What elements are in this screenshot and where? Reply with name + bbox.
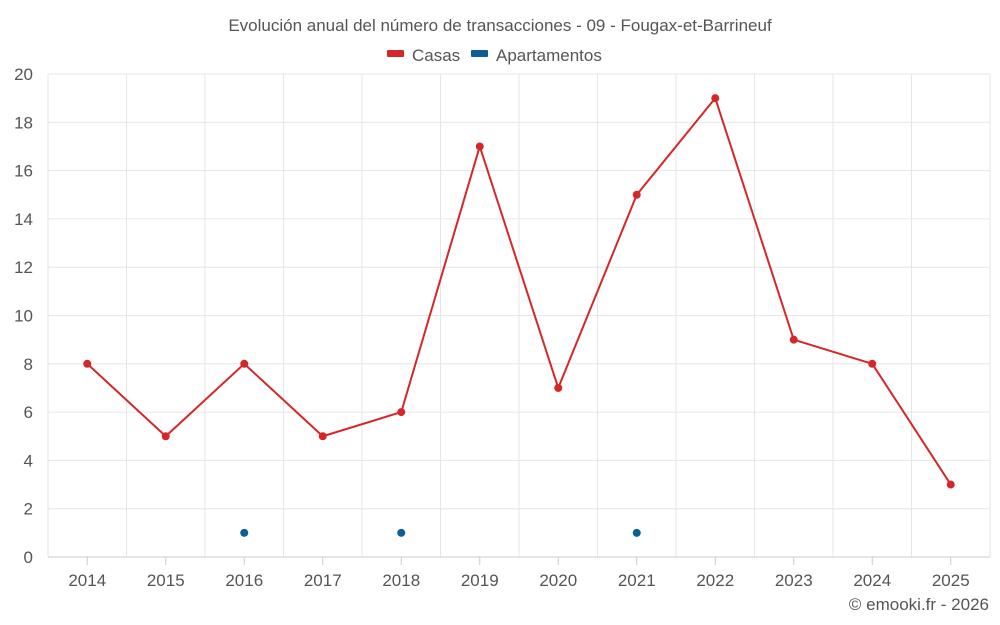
legend-label-apartamentos: Apartamentos bbox=[496, 46, 602, 65]
axes: 0 2 4 6 8 10 12 14 16 18 20 2014 2015 2016 2017 2018 201… bbox=[14, 65, 990, 590]
series bbox=[83, 94, 955, 537]
y-tick-label: 12 bbox=[14, 258, 33, 277]
data-point-casas-2016[interactable] bbox=[240, 359, 249, 368]
x-tick-label: 2017 bbox=[304, 571, 342, 590]
data-point-apartamentos-2018[interactable] bbox=[397, 528, 406, 537]
x-tick-label: 2024 bbox=[853, 571, 891, 590]
y-tick-label: 0 bbox=[24, 548, 33, 567]
y-tick-label: 8 bbox=[24, 355, 33, 374]
data-point-casas-2023[interactable] bbox=[789, 335, 798, 344]
data-point-casas-2025[interactable] bbox=[946, 480, 955, 489]
y-tick-label: 6 bbox=[24, 403, 33, 422]
x-tick-label: 2020 bbox=[539, 571, 577, 590]
legend[interactable]: Casas Apartamentos bbox=[387, 46, 602, 65]
data-point-apartamentos-2016[interactable] bbox=[240, 528, 249, 537]
data-point-casas-2022[interactable] bbox=[711, 94, 720, 103]
legend-label-casas: Casas bbox=[412, 46, 460, 65]
x-tick-label: 2015 bbox=[147, 571, 185, 590]
y-tick-label: 20 bbox=[14, 65, 33, 84]
x-tick-label: 2025 bbox=[932, 571, 970, 590]
x-tick-label: 2023 bbox=[775, 571, 813, 590]
y-tick-label: 4 bbox=[24, 451, 33, 470]
data-point-casas-2024[interactable] bbox=[868, 359, 877, 368]
chart-title: Evolución anual del número de transaccio… bbox=[228, 16, 772, 35]
x-tick-label: 2016 bbox=[225, 571, 263, 590]
data-point-casas-2021[interactable] bbox=[632, 190, 641, 199]
data-point-casas-2014[interactable] bbox=[83, 359, 92, 368]
data-point-casas-2015[interactable] bbox=[161, 432, 170, 441]
x-tick-label: 2019 bbox=[461, 571, 499, 590]
legend-item-apartamentos[interactable]: Apartamentos bbox=[471, 46, 602, 65]
data-point-casas-2020[interactable] bbox=[554, 383, 563, 392]
series-casas bbox=[83, 94, 955, 489]
y-tick-label: 18 bbox=[14, 113, 33, 132]
y-tick-label: 2 bbox=[24, 500, 33, 519]
x-tick-label: 2021 bbox=[618, 571, 656, 590]
y-tick-label: 14 bbox=[14, 210, 33, 229]
series-apartamentos bbox=[240, 528, 641, 537]
y-tick-label: 10 bbox=[14, 307, 33, 326]
y-tick-label: 16 bbox=[14, 162, 33, 181]
data-point-casas-2018[interactable] bbox=[397, 408, 406, 417]
data-point-casas-2019[interactable] bbox=[475, 142, 484, 151]
data-point-apartamentos-2021[interactable] bbox=[632, 528, 641, 537]
credit-text: © emooki.fr - 2026 bbox=[849, 595, 989, 614]
series-line-casas bbox=[86, 97, 952, 486]
x-tick-label: 2022 bbox=[696, 571, 734, 590]
legend-item-casas[interactable]: Casas bbox=[387, 46, 460, 65]
data-point-casas-2017[interactable] bbox=[318, 432, 327, 441]
legend-swatch-casas bbox=[387, 50, 404, 57]
x-tick-label: 2014 bbox=[68, 571, 106, 590]
grid bbox=[47, 73, 991, 557]
x-tick-label: 2018 bbox=[382, 571, 420, 590]
legend-swatch-apartamentos bbox=[471, 50, 488, 57]
